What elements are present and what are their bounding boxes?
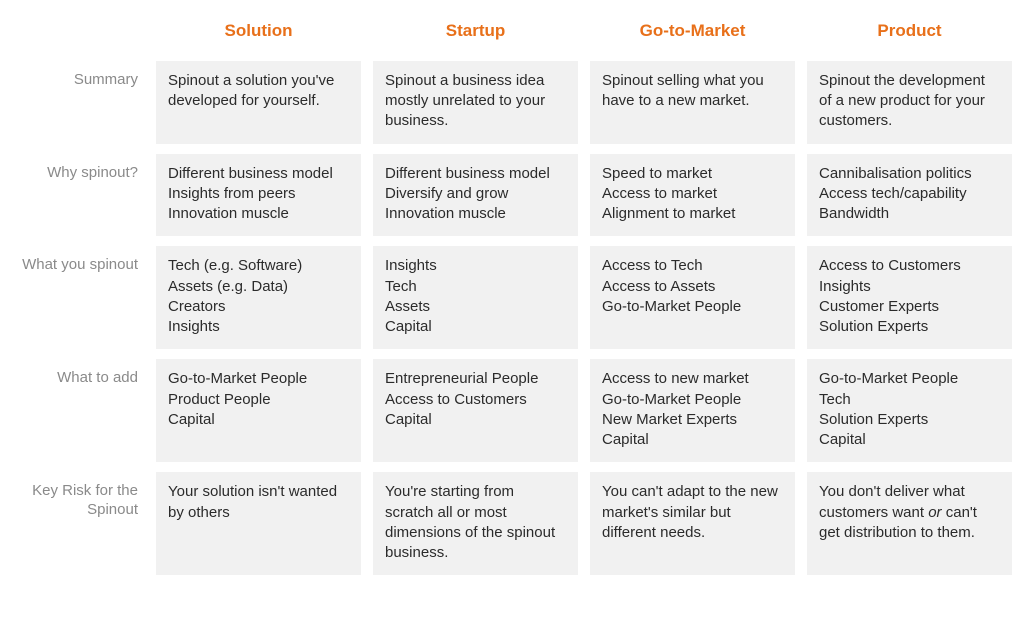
list-item: Diversify and grow <box>385 184 566 204</box>
cell-whatspin-gotomarket: Access to Tech Access to Assets Go-to-Ma… <box>590 246 795 349</box>
cell-summary-product: Spinout the development of a new product… <box>807 61 1012 144</box>
cell-risk-solution: Your solution isn't wanted by others <box>156 472 361 575</box>
list-item: Solution Experts <box>819 317 1000 337</box>
list-item: Cannibalisation politics <box>819 164 1000 184</box>
list-item: Solution Experts <box>819 410 1000 430</box>
cell-summary-solution: Spinout a solution you've developed for … <box>156 61 361 144</box>
list-item: Access to Customers <box>819 256 1000 276</box>
list-item: Go-to-Market People <box>168 369 349 389</box>
list: Tech (e.g. Software) Assets (e.g. Data) … <box>168 256 349 337</box>
list-item: Customer Experts <box>819 297 1000 317</box>
list-item: Access to Tech <box>602 256 783 276</box>
list-item: Capital <box>168 410 349 430</box>
col-header-product: Product <box>807 12 1012 51</box>
cell-risk-startup: You're starting from scratch all or most… <box>373 472 578 575</box>
cell-whatspin-product: Access to Customers Insights Customer Ex… <box>807 246 1012 349</box>
cell-whatadd-startup: Entrepreneurial People Access to Custome… <box>373 359 578 462</box>
cell-whatadd-product: Go-to-Market People Tech Solution Expert… <box>807 359 1012 462</box>
list-item: Tech <box>819 390 1000 410</box>
list-item: Access to Customers <box>385 390 566 410</box>
list-item: Speed to market <box>602 164 783 184</box>
list: Access to Customers Insights Customer Ex… <box>819 256 1000 337</box>
list-item: Different business model <box>168 164 349 184</box>
cell-whatadd-solution: Go-to-Market People Product People Capit… <box>156 359 361 462</box>
cell-why-product: Cannibalisation politics Access tech/cap… <box>807 154 1012 237</box>
cell-summary-startup: Spinout a business idea mostly unrelated… <box>373 61 578 144</box>
list-item: Access to Assets <box>602 277 783 297</box>
list-item: Product People <box>168 390 349 410</box>
list: Insights Tech Assets Capital <box>385 256 566 337</box>
list-item: Alignment to market <box>602 204 783 224</box>
cell-why-startup: Different business model Diversify and g… <box>373 154 578 237</box>
list-item: Insights <box>168 317 349 337</box>
list-item: Creators <box>168 297 349 317</box>
list-item: Capital <box>385 317 566 337</box>
cell-risk-gotomarket: You can't adapt to the new market's simi… <box>590 472 795 575</box>
row-label-summary: Summary <box>12 61 144 144</box>
list-item: Insights <box>385 256 566 276</box>
list-item: Innovation muscle <box>385 204 566 224</box>
list: Different business model Diversify and g… <box>385 164 566 225</box>
cell-why-solution: Different business model Insights from p… <box>156 154 361 237</box>
list-item: New Market Experts <box>602 410 783 430</box>
list: Entrepreneurial People Access to Custome… <box>385 369 566 430</box>
list-item: Go-to-Market People <box>602 390 783 410</box>
cell-whatspin-startup: Insights Tech Assets Capital <box>373 246 578 349</box>
col-header-solution: Solution <box>156 12 361 51</box>
spinout-comparison-table: Solution Startup Go-to-Market Product Su… <box>12 12 1012 575</box>
list-item: Capital <box>602 430 783 450</box>
list-item: Capital <box>819 430 1000 450</box>
list-item: Assets <box>385 297 566 317</box>
list-item: Innovation muscle <box>168 204 349 224</box>
row-label-key-risk: Key Risk for the Spinout <box>12 472 144 575</box>
list-item: Capital <box>385 410 566 430</box>
list-item: Insights <box>819 277 1000 297</box>
col-header-gotomarket: Go-to-Market <box>590 12 795 51</box>
list-item: Go-to-Market People <box>819 369 1000 389</box>
list: Access to Tech Access to Assets Go-to-Ma… <box>602 256 783 317</box>
list: Go-to-Market People Tech Solution Expert… <box>819 369 1000 450</box>
list-item: Tech (e.g. Software) <box>168 256 349 276</box>
list-item: Insights from peers <box>168 184 349 204</box>
list: Different business model Insights from p… <box>168 164 349 225</box>
list-item: Different business model <box>385 164 566 184</box>
cell-whatadd-gotomarket: Access to new market Go-to-Market People… <box>590 359 795 462</box>
row-label-what-add: What to add <box>12 359 144 462</box>
header-spacer <box>12 12 144 51</box>
list-item: Entrepreneurial People <box>385 369 566 389</box>
cell-risk-product: You don't deliver what customers want or… <box>807 472 1012 575</box>
list: Cannibalisation politics Access tech/cap… <box>819 164 1000 225</box>
list: Speed to market Access to market Alignme… <box>602 164 783 225</box>
col-header-startup: Startup <box>373 12 578 51</box>
row-label-why: Why spinout? <box>12 154 144 237</box>
list-item: Access to market <box>602 184 783 204</box>
list-item: Assets (e.g. Data) <box>168 277 349 297</box>
list-item: Bandwidth <box>819 204 1000 224</box>
list: Go-to-Market People Product People Capit… <box>168 369 349 430</box>
list-item: Access to new market <box>602 369 783 389</box>
list-item: Go-to-Market People <box>602 297 783 317</box>
list-item: Tech <box>385 277 566 297</box>
cell-why-gotomarket: Speed to market Access to market Alignme… <box>590 154 795 237</box>
list-item: Access tech/capability <box>819 184 1000 204</box>
row-label-what-spinout: What you spinout <box>12 246 144 349</box>
cell-summary-gotomarket: Spinout selling what you have to a new m… <box>590 61 795 144</box>
list: Access to new market Go-to-Market People… <box>602 369 783 450</box>
cell-whatspin-solution: Tech (e.g. Software) Assets (e.g. Data) … <box>156 246 361 349</box>
